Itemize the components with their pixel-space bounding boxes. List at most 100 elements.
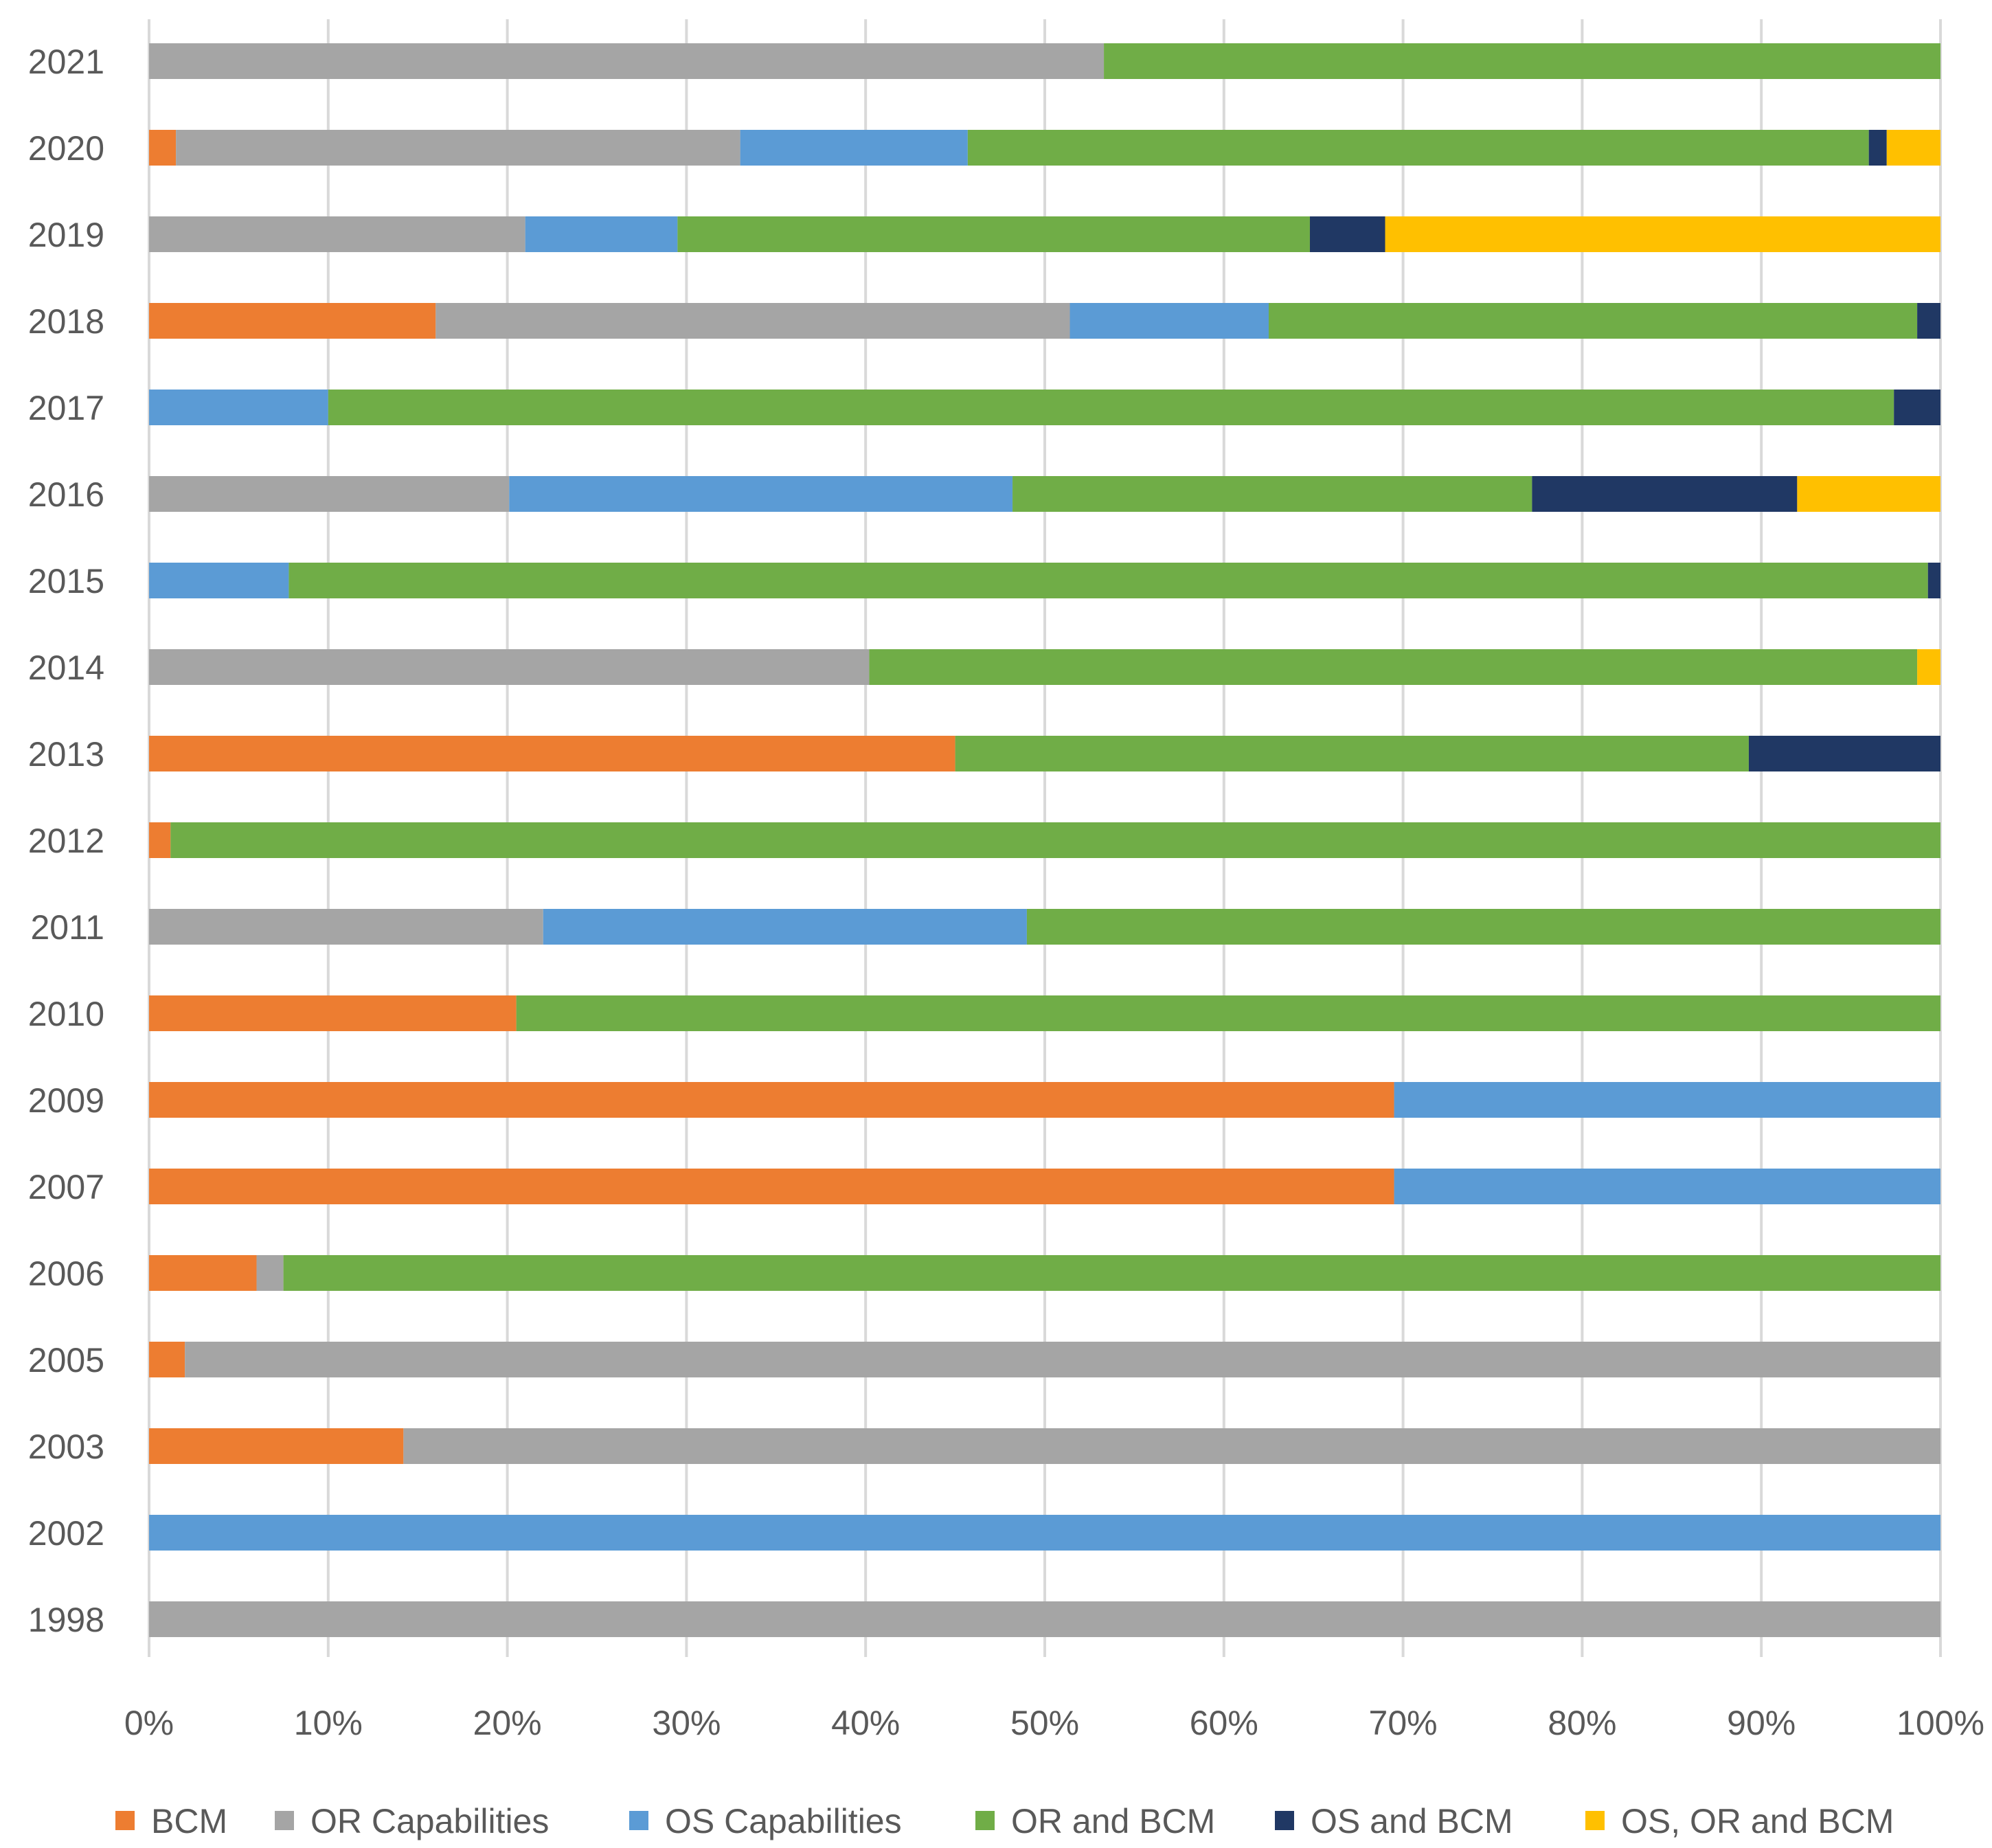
bar-2011-or-and-bcm xyxy=(1026,909,1940,945)
bar-2019-or-and-bcm xyxy=(677,216,1310,252)
category-label-2005: 2005 xyxy=(28,1341,104,1379)
category-label-2018: 2018 xyxy=(28,302,104,341)
bar-2003-bcm xyxy=(149,1428,404,1464)
tick-label-4: 40% xyxy=(831,1704,900,1742)
bar-2015-os-and-bcm xyxy=(1927,563,1940,598)
bar-2020-or-and-bcm xyxy=(967,130,1869,166)
tick-label-1: 10% xyxy=(294,1704,363,1742)
category-label-2002: 2002 xyxy=(28,1514,104,1553)
bar-2020-os-or-and-bcm xyxy=(1886,130,1940,166)
tick-label-5: 50% xyxy=(1010,1704,1079,1742)
legend-label: OS Capabilities xyxy=(665,1802,902,1840)
legend-label: OS, OR and BCM xyxy=(1621,1802,1894,1840)
bar-2009-bcm xyxy=(149,1082,1394,1118)
bar-2018-os-and-bcm xyxy=(1917,303,1940,339)
legend-item-bcm: BCM xyxy=(115,1802,227,1840)
tick-label-6: 60% xyxy=(1190,1704,1258,1742)
tick-label-7: 70% xyxy=(1369,1704,1438,1742)
bar-2013-bcm xyxy=(149,736,955,771)
bar-2019-or-capabilities xyxy=(149,216,525,252)
bar-2021-or-capabilities xyxy=(149,43,1105,79)
bar-2014-or-and-bcm xyxy=(869,649,1918,685)
legend-swatch xyxy=(275,1811,294,1830)
bar-2012-or-and-bcm xyxy=(170,822,1941,858)
bar-2015-or-and-bcm xyxy=(288,563,1928,598)
legend-label: OR Capabilities xyxy=(310,1802,549,1840)
bar-2018-bcm xyxy=(149,303,436,339)
category-label-2012: 2012 xyxy=(28,822,104,860)
value-axis-tick-labels: 0% 10% 20% 30% 40% 50% 60% 70% 80% 90% 100% xyxy=(124,1704,1984,1742)
legend-swatch xyxy=(629,1811,648,1830)
bar-2018-or-capabilities xyxy=(435,303,1070,339)
bar-2016-os-or-and-bcm xyxy=(1797,476,1940,512)
bar-2019-os-and-bcm xyxy=(1309,216,1385,252)
bar-2007-bcm xyxy=(149,1169,1394,1204)
bar-2015-os-capabilities xyxy=(149,563,289,598)
bar-2020-os-capabilities xyxy=(740,130,968,166)
legend-item-or-and-bcm: OR and BCM xyxy=(975,1802,1215,1840)
bar-2006-or-and-bcm xyxy=(283,1255,1940,1291)
bar-2017-or-and-bcm xyxy=(328,390,1894,425)
legend-swatch xyxy=(975,1811,995,1830)
bar-2012-bcm xyxy=(149,822,171,858)
bar-2019-os-or-and-bcm xyxy=(1385,216,1940,252)
bar-2006-or-capabilities xyxy=(256,1255,284,1291)
category-label-2017: 2017 xyxy=(28,389,104,427)
category-label-2016: 2016 xyxy=(28,475,104,514)
bar-2014-os-or-and-bcm xyxy=(1917,649,1940,685)
bar-2007-os-capabilities xyxy=(1394,1169,1940,1204)
bar-2017-os-capabilities xyxy=(149,390,328,425)
bars xyxy=(149,43,1941,1637)
legend-label: OS and BCM xyxy=(1311,1802,1513,1840)
category-label-2011: 2011 xyxy=(30,908,104,947)
category-label-2010: 2010 xyxy=(28,995,104,1033)
category-label-2006: 2006 xyxy=(28,1254,104,1293)
category-label-2013: 2013 xyxy=(28,735,104,774)
category-label-2003: 2003 xyxy=(28,1428,104,1466)
tick-label-2: 20% xyxy=(473,1704,542,1742)
category-label-2009: 2009 xyxy=(28,1081,104,1120)
legend-swatch xyxy=(115,1811,135,1830)
bar-2016-or-capabilities xyxy=(149,476,510,512)
tick-label-0: 0% xyxy=(124,1704,174,1742)
bar-2016-os-capabilities xyxy=(509,476,1013,512)
category-label-2007: 2007 xyxy=(28,1168,104,1206)
legend-swatch xyxy=(1275,1811,1294,1830)
bar-2010-bcm xyxy=(149,995,517,1031)
category-label-2021: 2021 xyxy=(28,43,104,81)
tick-label-3: 30% xyxy=(652,1704,721,1742)
category-label-2015: 2015 xyxy=(28,562,104,600)
bar-1998-or-capabilities xyxy=(149,1601,1940,1637)
category-axis-labels: 2021 2020 2019 2018 2017 2016 2015 2014 2013 2012… xyxy=(28,43,104,1639)
legend-label: OR and BCM xyxy=(1011,1802,1215,1840)
bar-2013-or-and-bcm xyxy=(955,736,1749,771)
bar-2020-os-and-bcm xyxy=(1868,130,1887,166)
legend-item-os-and-bcm: OS and BCM xyxy=(1275,1802,1513,1840)
category-label-2014: 2014 xyxy=(28,649,104,687)
bar-2005-bcm xyxy=(149,1342,185,1377)
bar-2021-or-and-bcm xyxy=(1104,43,1940,79)
bar-2018-os-capabilities xyxy=(1069,303,1269,339)
bar-2019-os-capabilities xyxy=(525,216,678,252)
bar-2005-or-capabilities xyxy=(185,1342,1941,1377)
legend-label: BCM xyxy=(151,1802,227,1840)
legend-item-or-capabilities: OR Capabilities xyxy=(275,1802,549,1840)
bar-2011-or-capabilities xyxy=(149,909,543,945)
legend-item-os-or-and-bcm: OS, OR and BCM xyxy=(1585,1802,1894,1840)
bar-2010-or-and-bcm xyxy=(516,995,1940,1031)
bar-2018-or-and-bcm xyxy=(1269,303,1918,339)
legend: BCM OR Capabilities OS Capabilities OR and … xyxy=(115,1802,1894,1840)
bar-2009-os-capabilities xyxy=(1394,1082,1940,1118)
bar-2017-os-and-bcm xyxy=(1894,390,1940,425)
category-label-2019: 2019 xyxy=(28,216,104,254)
legend-item-os-capabilities: OS Capabilities xyxy=(629,1802,902,1840)
tick-label-10: 100% xyxy=(1897,1704,1984,1742)
bar-2020-bcm xyxy=(149,130,177,166)
bar-2016-or-and-bcm xyxy=(1012,476,1532,512)
bar-2020-or-capabilities xyxy=(176,130,740,166)
category-label-2020: 2020 xyxy=(28,129,104,168)
legend-swatch xyxy=(1585,1811,1605,1830)
bar-2006-bcm xyxy=(149,1255,257,1291)
tick-label-8: 80% xyxy=(1548,1704,1616,1742)
